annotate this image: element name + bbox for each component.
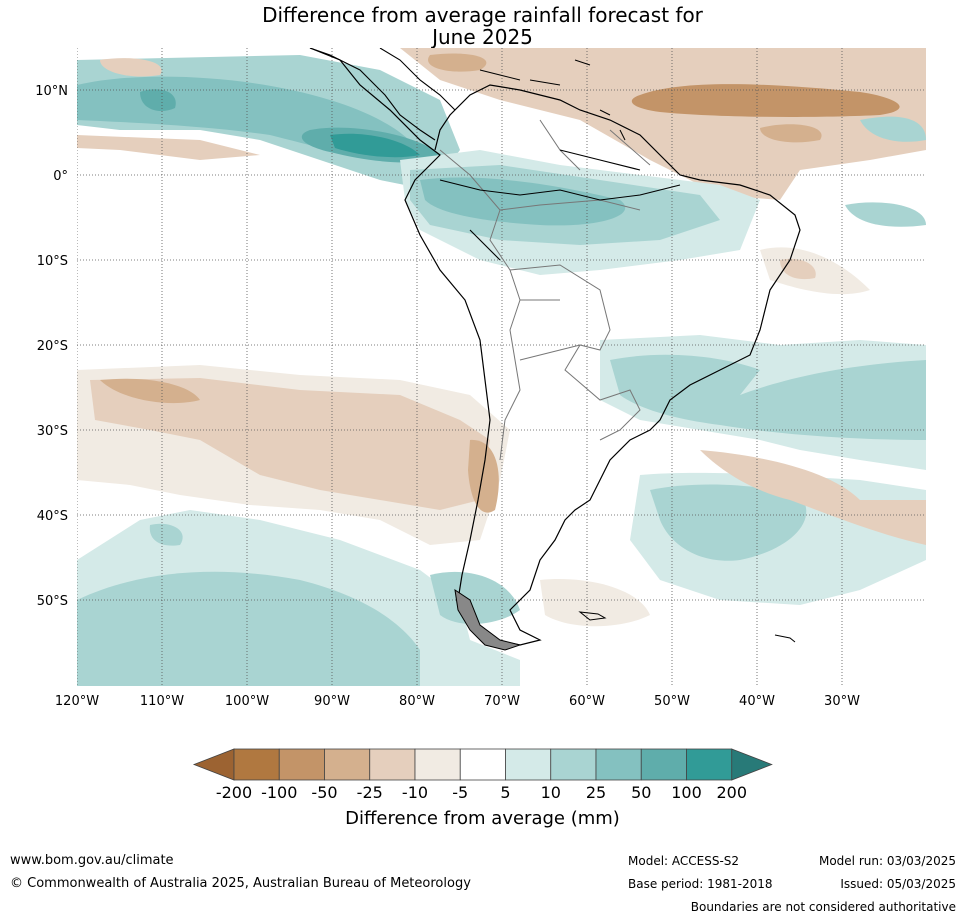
colorbar-title: Difference from average (mm) bbox=[345, 808, 620, 829]
colorbar-segment bbox=[686, 748, 733, 781]
colorbar bbox=[192, 748, 773, 781]
lat-label: 10°S bbox=[37, 254, 68, 269]
colorbar-segment bbox=[640, 748, 687, 781]
falkland-islands bbox=[578, 611, 607, 621]
title-line-2: June 2025 bbox=[432, 25, 533, 49]
colorbar-arrow-low bbox=[192, 748, 235, 781]
issued-date: Issued: 05/03/2025 bbox=[840, 877, 956, 891]
colorbar-tick-label: -10 bbox=[401, 783, 429, 802]
rivers bbox=[439, 149, 681, 261]
south-america-coastline bbox=[309, 48, 801, 646]
colorbar-tick-label: 25 bbox=[585, 783, 607, 802]
colorbar-segment bbox=[324, 748, 371, 781]
anomaly-fields bbox=[77, 48, 926, 686]
central-america-coastline bbox=[309, 48, 456, 141]
colorbar-tick-label: 100 bbox=[671, 783, 702, 802]
lon-label: 90°W bbox=[314, 694, 350, 709]
lon-label: 50°W bbox=[654, 694, 690, 709]
website-link[interactable]: www.bom.gov.au/climate bbox=[10, 853, 174, 868]
colorbar-tick-label: 50 bbox=[631, 783, 652, 802]
colorbar-tick-label: -100 bbox=[261, 783, 298, 802]
colorbar-segment bbox=[595, 748, 642, 781]
colorbar-tick-label: 10 bbox=[540, 783, 561, 802]
disclaimer: Boundaries are not considered authoritat… bbox=[690, 900, 956, 914]
axis-labels: 10°N 0° 10°S 20°S 30°S 40°S 50°S 120°W 1… bbox=[35, 84, 860, 709]
tierra-del-fuego bbox=[454, 588, 522, 651]
dry-area-caribbean bbox=[400, 48, 926, 200]
colorbar-tick-label: -5 bbox=[452, 783, 469, 802]
lon-label: 40°W bbox=[739, 694, 775, 709]
colorbar-segment bbox=[233, 748, 280, 781]
lon-label: 80°W bbox=[399, 694, 435, 709]
colorbar-tick-label: 5 bbox=[500, 783, 511, 802]
colorbar-tick-label: -200 bbox=[215, 783, 253, 802]
colorbar-arrow-high bbox=[731, 748, 773, 781]
south-georgia bbox=[774, 634, 796, 643]
map-title: Difference from average rainfall forecas… bbox=[0, 4, 965, 48]
dry-area-atlantic-core bbox=[631, 84, 900, 117]
colorbar-tick-label: -25 bbox=[356, 783, 383, 802]
model-run: Model run: 03/03/2025 bbox=[818, 854, 956, 868]
lon-label: 120°W bbox=[55, 694, 99, 709]
colorbar-segment bbox=[278, 748, 325, 781]
title-line-1: Difference from average rainfall forecas… bbox=[262, 3, 703, 27]
colorbar-segment bbox=[550, 748, 597, 781]
lat-label: 20°S bbox=[37, 339, 68, 354]
graticule bbox=[77, 48, 926, 686]
lon-label: 100°W bbox=[225, 694, 269, 709]
lat-label: 30°S bbox=[37, 424, 68, 439]
lon-label: 110°W bbox=[140, 694, 184, 709]
lon-label: 30°W bbox=[824, 694, 860, 709]
colorbar-segment bbox=[414, 748, 461, 781]
lat-label: 0° bbox=[53, 169, 68, 184]
caribbean-islands bbox=[479, 59, 626, 141]
lon-label: 70°W bbox=[484, 694, 520, 709]
lat-label: 10°N bbox=[35, 84, 68, 99]
base-period: Base period: 1981-2018 bbox=[628, 877, 773, 891]
lon-label: 60°W bbox=[569, 694, 605, 709]
copyright: © Commonwealth of Australia 2025, Austra… bbox=[10, 876, 471, 891]
colorbar-tick-label: -50 bbox=[311, 783, 338, 802]
lat-label: 40°S bbox=[37, 509, 68, 524]
colorbar-segment bbox=[505, 748, 552, 781]
colorbar-segment bbox=[459, 748, 506, 781]
colorbar-tick-label: 200 bbox=[716, 783, 748, 802]
lat-label: 50°S bbox=[37, 594, 68, 609]
model-name: Model: ACCESS-S2 bbox=[628, 854, 740, 868]
colorbar-segment bbox=[369, 748, 416, 781]
